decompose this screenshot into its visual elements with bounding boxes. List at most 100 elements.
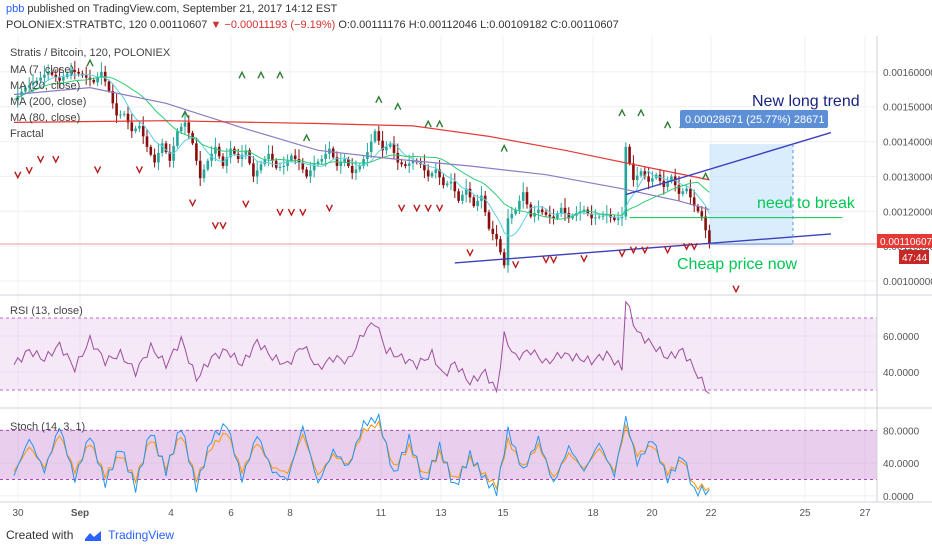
annotation-need-to-break[interactable]: need to break <box>757 195 856 212</box>
candle <box>616 218 620 221</box>
fractal-down-icon <box>276 208 284 217</box>
fractal-down-icon <box>580 255 588 263</box>
candle <box>651 178 654 182</box>
candle <box>206 160 210 170</box>
chart-canvas[interactable]: 0.00160000 0.00150000 0.00140000 0.00130000… <box>0 36 932 520</box>
time-tick-label: 22 <box>705 508 717 519</box>
fractal-up-icon <box>424 119 432 128</box>
candle <box>324 153 327 160</box>
footer: Created with TradingView <box>6 528 174 542</box>
annotation-new-trend[interactable]: New long trend <box>752 93 860 110</box>
candle <box>316 161 320 165</box>
legend-title: Stratis / Bitcoin, 120, POLONIEX <box>10 47 171 59</box>
fractal-down-icon <box>663 246 672 255</box>
tradingview-link[interactable]: TradingView <box>108 528 175 542</box>
candle <box>590 213 593 219</box>
candle <box>400 162 403 165</box>
candle <box>461 194 464 201</box>
candle <box>442 177 445 186</box>
candle <box>552 216 555 219</box>
candle <box>195 143 198 161</box>
fractal-down-icon <box>466 249 474 258</box>
legend-ma80[interactable]: MA (80, close) <box>10 112 80 124</box>
rsi-title[interactable]: RSI (13, close) <box>10 305 83 317</box>
candle <box>164 143 168 153</box>
candle <box>31 82 35 86</box>
candle <box>647 176 650 182</box>
fractal-down-icon <box>732 285 740 294</box>
fractal-down-icon <box>25 166 33 175</box>
fractal-up-icon <box>181 109 189 118</box>
candle <box>312 164 316 171</box>
fractal-down-icon <box>690 242 698 251</box>
candle <box>160 143 164 153</box>
candle <box>388 143 392 147</box>
candle <box>563 207 567 214</box>
fractal-down-icon <box>52 155 60 164</box>
time-tick-label: 11 <box>376 508 387 519</box>
price-badge-value: 0.00110607 <box>880 237 932 248</box>
candle <box>225 157 229 166</box>
fractal-down-icon <box>618 249 626 258</box>
fractal-down-icon <box>682 242 691 251</box>
price-tick-label: 0.00160000 <box>883 68 932 79</box>
legend-ma200[interactable]: MA (200, close) <box>10 96 86 108</box>
candle <box>662 180 666 187</box>
annotation-cheap-price[interactable]: Cheap price now <box>677 256 798 273</box>
ma20-line <box>13 76 710 220</box>
candle <box>138 125 141 129</box>
fractal-up-icon <box>238 70 246 79</box>
legend: Stratis / Bitcoin, 120, POLONIEX MA (7, … <box>10 47 171 140</box>
candle <box>438 169 441 178</box>
candle <box>255 170 259 177</box>
fractal-down-icon <box>36 155 45 164</box>
fractal-up-icon <box>618 108 626 117</box>
fractal-down-icon <box>549 256 558 264</box>
price-tick-label: 0.00120000 <box>883 207 932 218</box>
stoch-tick-label: 0.0000 <box>883 492 914 503</box>
candle <box>559 207 563 214</box>
candle <box>392 143 396 153</box>
candle <box>134 128 137 132</box>
timer-badge-value: 47:44 <box>902 253 927 264</box>
change-text: ▼ −0.00011193 (−9.19%) <box>210 19 336 31</box>
candle <box>263 159 267 165</box>
candle <box>233 148 236 154</box>
time-tick-label: 8 <box>287 508 293 519</box>
fractal-down-icon <box>413 204 421 213</box>
measure-box <box>709 144 793 245</box>
fractal-up-icon <box>86 58 94 67</box>
legend-ma20[interactable]: MA (20, close) <box>10 80 80 92</box>
legend-fractal[interactable]: Fractal <box>10 128 44 140</box>
candle <box>50 71 54 75</box>
price-tick-label: 0.00130000 <box>883 172 932 183</box>
stoch-title[interactable]: Stoch (14, 3, 1) <box>10 421 85 433</box>
candle <box>290 155 293 161</box>
candle <box>286 160 289 166</box>
candle <box>62 77 65 81</box>
candle <box>537 209 540 214</box>
candle <box>46 71 50 75</box>
legend-ma7[interactable]: MA (7, close) <box>10 64 74 76</box>
candle <box>153 154 156 163</box>
candle <box>293 155 297 160</box>
fractal-up-icon <box>302 133 311 142</box>
candle <box>594 217 597 219</box>
candle <box>453 181 457 192</box>
candle <box>179 126 183 132</box>
time-tick-label: 4 <box>168 508 174 519</box>
candle <box>24 87 27 92</box>
candle <box>176 131 179 146</box>
tradingview-logo-icon <box>84 530 101 541</box>
candle <box>491 228 495 234</box>
candle <box>514 209 517 214</box>
time-tick-label: 25 <box>799 508 811 519</box>
candle <box>69 70 73 74</box>
candle <box>100 71 103 78</box>
candle <box>628 146 631 164</box>
ma80-line <box>13 86 710 211</box>
author-link[interactable]: pbb <box>6 3 25 15</box>
fractal-up-icon <box>394 102 402 111</box>
timer-badge <box>899 250 929 264</box>
fractal-up-icon <box>701 171 710 180</box>
